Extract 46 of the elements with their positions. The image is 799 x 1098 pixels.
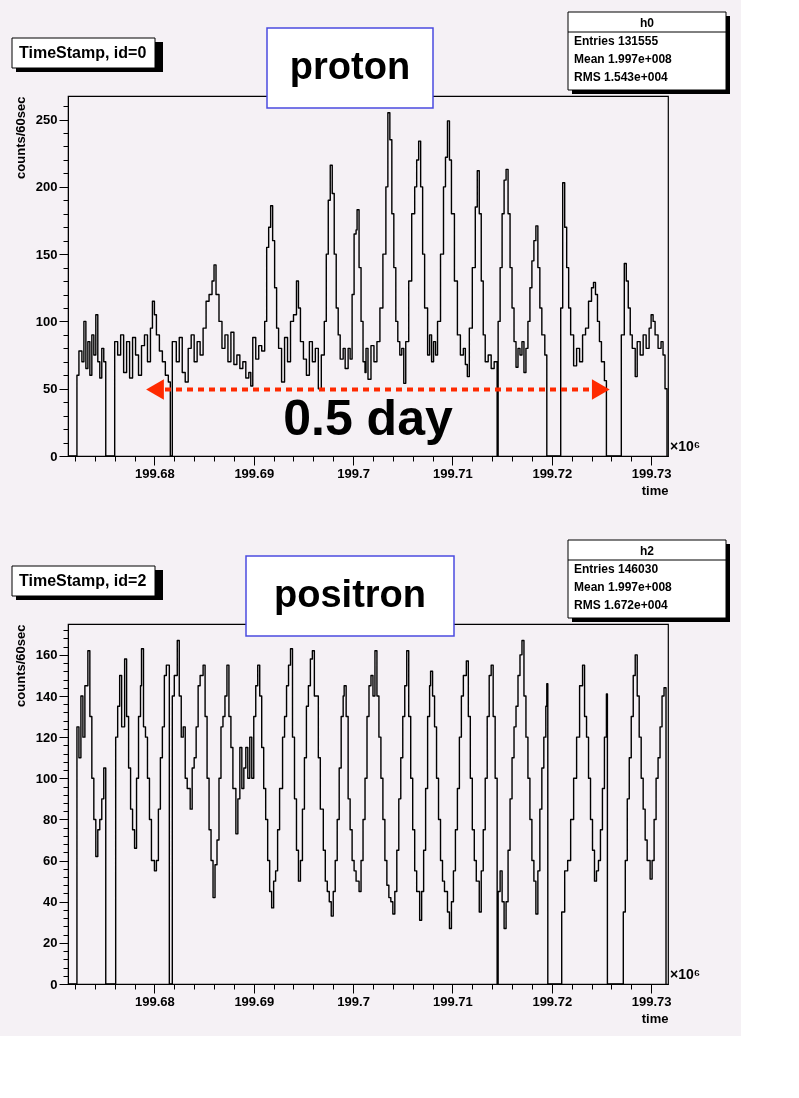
y-tick-label: 60: [43, 853, 58, 869]
y-tick-label: 50: [43, 381, 58, 397]
y-tick-label: 0: [50, 976, 58, 992]
x-axis-title: time: [641, 482, 669, 498]
text: Entries 131555: [574, 34, 659, 48]
y-tick-label: 100: [35, 770, 58, 786]
y-axis-title: counts/60sec: [12, 624, 28, 707]
text: RMS 1.672e+004: [574, 598, 669, 612]
y-tick-label: 0: [50, 448, 58, 464]
text: ×10⁶: [670, 966, 701, 982]
chart-title: TimeStamp, id=2: [19, 572, 147, 589]
x-tick-label: 199.7: [337, 465, 370, 481]
annotation: 0.5 day: [283, 390, 453, 446]
chart-title: TimeStamp, id=0: [19, 44, 147, 61]
chart-subtitle: proton: [289, 45, 411, 87]
chart-subtitle: positron: [274, 573, 426, 615]
x-tick-label: 199.68: [135, 465, 175, 481]
x-tick-label: 199.72: [532, 465, 573, 481]
x-tick-label: 199.69: [234, 993, 275, 1009]
text: Mean 1.997e+008: [574, 52, 673, 66]
text: Entries 146030: [574, 562, 659, 576]
x-tick-label: 199.72: [532, 993, 573, 1009]
text: ×10⁶: [670, 438, 701, 454]
x-tick-label: 199.68: [135, 993, 175, 1009]
x-tick-label: 199.73: [631, 993, 672, 1009]
text: RMS 1.543e+004: [574, 70, 669, 84]
y-tick-label: 100: [35, 313, 58, 329]
y-tick-label: 140: [35, 688, 58, 704]
y-tick-label: 120: [35, 729, 58, 745]
x-tick-label: 199.69: [234, 465, 275, 481]
y-tick-label: 80: [43, 811, 58, 827]
y-tick-label: 20: [43, 935, 58, 951]
y-tick-label: 200: [35, 179, 58, 195]
y-tick-label: 160: [35, 647, 58, 663]
y-tick-label: 250: [35, 112, 58, 128]
x-tick-label: 199.71: [433, 465, 473, 481]
y-axis-title: counts/60sec: [12, 96, 28, 179]
y-tick-label: 150: [35, 246, 58, 262]
text: Mean 1.997e+008: [574, 580, 673, 594]
text: h0: [639, 16, 655, 30]
text: h2: [639, 544, 655, 558]
x-tick-label: 199.7: [337, 993, 370, 1009]
x-axis-title: time: [641, 1010, 669, 1026]
x-tick-label: 199.73: [631, 465, 672, 481]
y-tick-label: 40: [43, 894, 58, 910]
x-tick-label: 199.71: [433, 993, 473, 1009]
